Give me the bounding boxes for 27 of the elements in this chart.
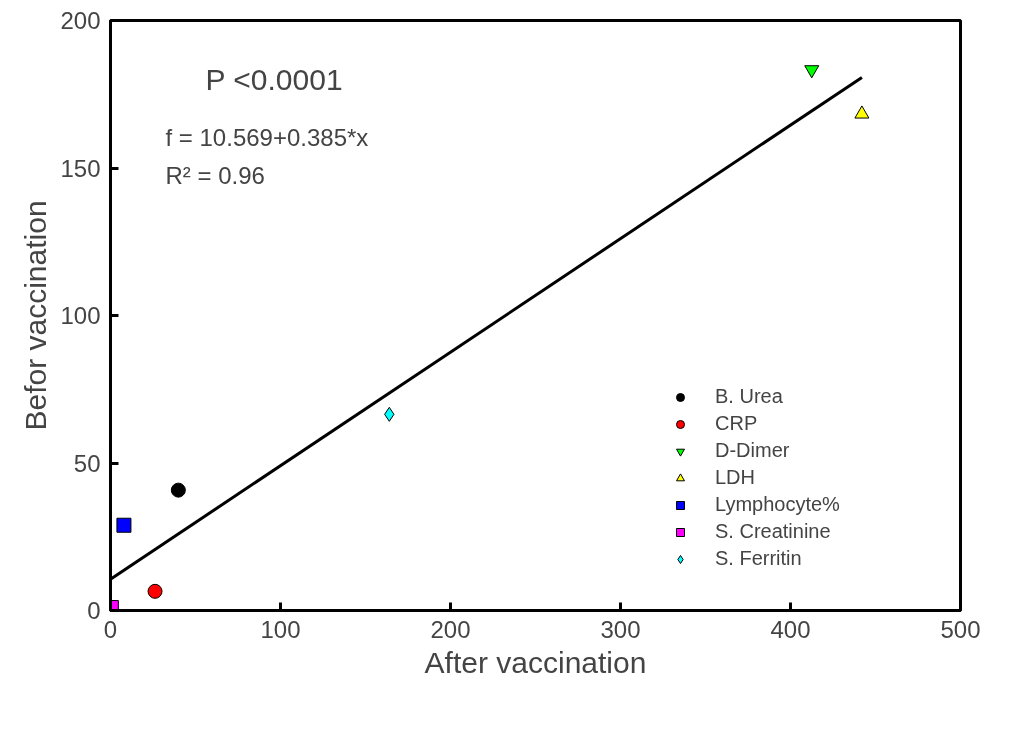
point	[170, 482, 186, 498]
x-tick-label: 100	[260, 615, 301, 643]
legend-label: S. Ferritin	[715, 547, 802, 570]
legend-label: LDH	[715, 466, 756, 489]
legend-label: S. Creatinine	[715, 520, 831, 543]
annotation: R² = 0.96	[165, 161, 265, 189]
y-tick-label: 100	[60, 302, 101, 329]
point	[116, 517, 132, 533]
legend-label: D-Dimer	[715, 439, 790, 462]
x-tick-label: 300	[600, 615, 641, 643]
x-tick-label: 0	[103, 615, 118, 643]
y-tick-label: 50	[73, 449, 101, 477]
point	[804, 65, 820, 79]
y-tick-label: 0	[87, 597, 101, 624]
x-axis-title: After vaccination	[424, 645, 647, 679]
x-tick-label: 500	[940, 615, 981, 643]
x-tick-label: 400	[770, 615, 811, 643]
annotation: P <0.0001	[205, 62, 343, 96]
legend-label: CRP	[715, 412, 758, 435]
y-tick-label: 200	[60, 7, 101, 34]
annotation: f = 10.569+0.385*x	[165, 123, 369, 151]
legend-label: Lymphocyte%	[715, 493, 840, 516]
legend-label: B. Urea	[715, 385, 783, 408]
y-axis-title: Befor vaccination	[19, 200, 53, 431]
point	[147, 583, 163, 599]
y-tick-label: 150	[60, 154, 101, 182]
x-tick-label: 200	[430, 615, 471, 643]
